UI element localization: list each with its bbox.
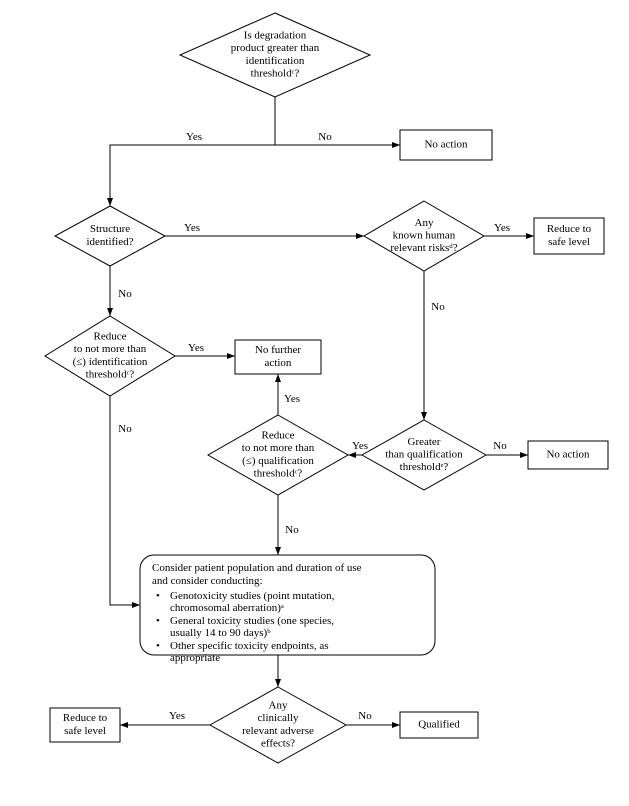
edge-label-e4: Yes [494,222,510,234]
svg-text:Any: Any [269,700,288,712]
edge-label-e3: Yes [184,222,200,234]
svg-text:•: • [156,640,160,652]
edge-label-e7: Yes [188,342,204,354]
svg-text:safe level: safe level [64,725,106,737]
edge-label-e1: Yes [186,131,202,143]
svg-text:effects?: effects? [261,738,295,750]
node-r_nfa: No furtheraction [235,340,321,374]
svg-text:chromosomal aberration)ᵃ: chromosomal aberration)ᵃ [170,602,284,614]
svg-text:No action: No action [546,449,590,461]
node-r_qualified: Qualified [400,712,478,738]
svg-text:Consider patient population an: Consider patient population and duration… [152,562,362,574]
edge-label-e11: No [493,440,507,452]
svg-text:Qualified: Qualified [418,719,460,731]
svg-text:Reduce to: Reduce to [547,223,592,235]
svg-text:usually 14 to 90 days)ᵇ: usually 14 to 90 days)ᵇ [170,627,271,639]
node-p_consider: Consider patient population and duration… [140,555,435,664]
node-r_safe2: Reduce tosafe level [50,708,120,742]
flowchart-canvas: Yes No Yes Yes No No Yes No Yes Yes No No Yes No Is de… [0,0,629,806]
svg-text:product greater than: product greater than [231,42,320,54]
svg-text:Reduce: Reduce [262,430,295,442]
svg-text:appropriate: appropriate [170,652,220,664]
edge-label-e9: Yes [284,393,300,405]
svg-text:known human: known human [393,230,456,242]
edge-label-e6: No [431,301,445,313]
svg-text:•: • [156,590,160,602]
svg-text:thresholdᶜ?: thresholdᶜ? [251,68,300,80]
svg-text:(≤) qualification: (≤) qualification [242,455,314,467]
svg-text:(≤) identification: (≤) identification [73,356,148,368]
svg-text:identification: identification [246,55,305,67]
svg-text:to not more than: to not more than [242,442,315,454]
edge-label-e10: Yes [352,440,368,452]
svg-text:than qualification: than qualification [385,449,463,461]
edge-label-e5: No [118,288,132,300]
svg-text:Is degradation: Is degradation [244,30,307,42]
svg-text:action: action [265,357,292,369]
svg-text:Reduce: Reduce [94,331,127,343]
svg-text:relevant adverse: relevant adverse [242,725,314,737]
edge-label-e8: No [118,423,132,435]
svg-text:identified?: identified? [86,236,133,248]
edge-label-e14: Yes [169,710,185,722]
svg-text:Other specific toxicity endpoi: Other specific toxicity endpoints, as [170,640,329,652]
svg-text:clinically: clinically [258,712,299,724]
edge-label-e12: No [285,524,299,536]
svg-text:Any: Any [415,217,434,229]
svg-text:safe level: safe level [548,236,590,248]
node-r_safe1: Reduce tosafe level [534,218,604,254]
svg-text:General toxicity studies (one: General toxicity studies (one species, [170,615,334,627]
svg-text:thresholdᶜ?: thresholdᶜ? [254,468,303,480]
svg-text:No action: No action [424,139,468,151]
svg-text:•: • [156,615,160,627]
svg-text:Genotoxicity studies (point mu: Genotoxicity studies (point mutation, [170,590,335,602]
svg-text:Greater: Greater [408,436,441,448]
svg-text:relevant risksᵈ?: relevant risksᵈ? [390,242,457,254]
svg-text:thresholdᵉ?: thresholdᵉ? [400,461,449,473]
node-r_noaction2: No action [528,441,608,469]
svg-text:to not more than: to not more than [74,343,147,355]
svg-text:and consider conducting:: and consider conducting: [152,575,263,587]
edge-label-e2: No [318,131,332,143]
node-r_noaction1: No action [400,130,492,160]
svg-text:Reduce to: Reduce to [63,712,108,724]
svg-text:No further: No further [255,344,301,356]
svg-text:Structure: Structure [90,223,130,235]
svg-text:thresholdᶜ?: thresholdᶜ? [86,369,135,381]
edge-label-e15: No [358,710,372,722]
